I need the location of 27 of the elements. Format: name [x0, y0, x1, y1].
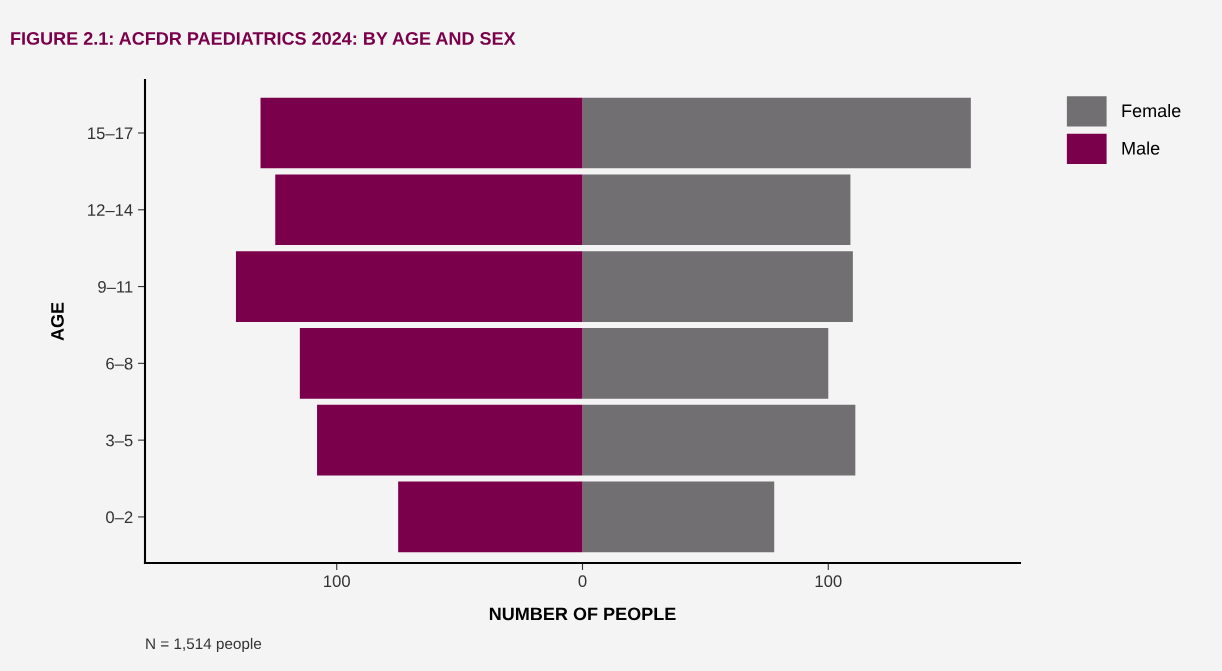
x-tick-label: 100	[815, 575, 842, 588]
x-tick-label: 100	[324, 575, 350, 588]
bar	[398, 481, 583, 553]
y-tick-label: 3–5	[106, 434, 133, 447]
x-axis-title: NUMBER OF PEOPLE	[489, 607, 676, 621]
bar	[582, 97, 971, 169]
bar	[582, 251, 853, 322]
bar	[299, 328, 583, 399]
legend-label: Male	[1122, 141, 1160, 155]
chart-title: FIGURE 2.1: ACFDR PAEDIATRICS 2024: BY AGE AND SEX	[11, 32, 516, 45]
y-tick-label: 12–14	[88, 204, 133, 216]
y-tick-label: 15–17	[88, 127, 133, 140]
legend-label: Female	[1122, 103, 1181, 118]
bar	[582, 328, 829, 399]
bar	[582, 174, 851, 246]
x-tick-label: 0	[578, 575, 587, 588]
bar	[260, 97, 583, 169]
y-tick-label: 6–8	[106, 357, 133, 370]
bar	[235, 251, 583, 322]
bar	[275, 174, 583, 246]
bar	[582, 404, 856, 476]
y-axis-title: AGE	[51, 302, 64, 341]
bar	[317, 404, 583, 476]
bar	[582, 481, 775, 553]
text: N = 1,514 people	[146, 637, 262, 653]
y-tick-label: 0–2	[106, 511, 133, 524]
y-tick-label: 9–11	[98, 280, 133, 293]
